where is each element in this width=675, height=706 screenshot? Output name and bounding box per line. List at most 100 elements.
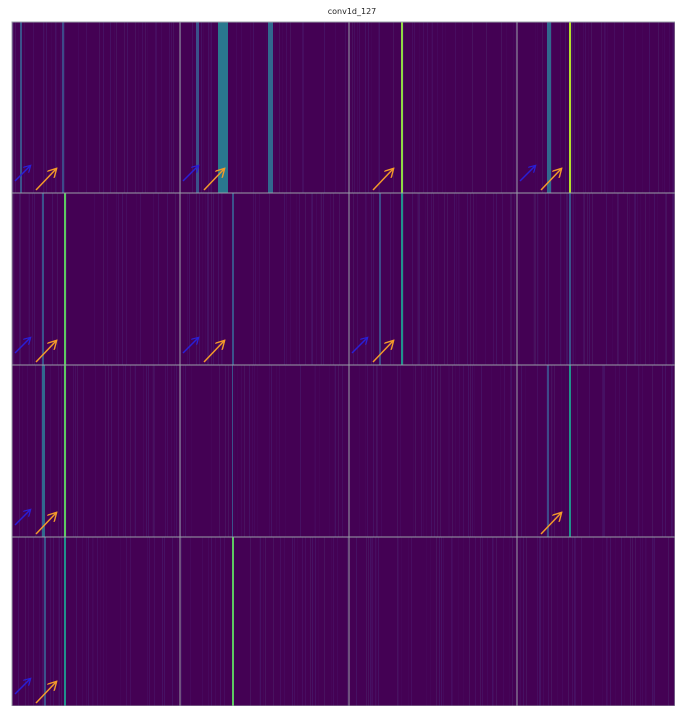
stripe — [250, 537, 251, 706]
stripe — [565, 365, 566, 537]
stripe — [365, 22, 366, 193]
stripe — [342, 365, 343, 537]
stripe — [635, 193, 636, 365]
stripe — [335, 365, 336, 537]
stripe — [275, 193, 276, 365]
stripe — [502, 365, 503, 537]
stripe — [64, 22, 65, 193]
stripe — [336, 22, 337, 193]
stripe — [248, 537, 249, 706]
stripe — [581, 537, 582, 706]
stripe — [345, 537, 346, 706]
stripe — [105, 365, 106, 537]
stripe — [127, 22, 128, 193]
stripe — [260, 537, 261, 706]
feature-map — [12, 22, 180, 193]
stripe — [447, 193, 448, 365]
stripe — [603, 22, 604, 193]
stripe — [255, 193, 256, 365]
stripe — [300, 22, 301, 193]
stripe — [244, 365, 245, 537]
stripe — [665, 365, 666, 537]
stripe — [386, 365, 387, 537]
stripe — [588, 22, 589, 193]
stripe — [173, 22, 174, 193]
stripe — [114, 365, 115, 537]
stripe — [640, 193, 641, 365]
stripe — [15, 22, 16, 193]
stripe — [368, 22, 369, 193]
stripe — [583, 193, 584, 365]
stripe — [333, 537, 334, 706]
stripe — [575, 193, 576, 365]
stripe — [646, 537, 647, 706]
stripe — [50, 365, 51, 537]
stripe — [170, 365, 171, 537]
feature-map — [517, 365, 675, 537]
stripe — [459, 365, 460, 537]
stripe — [523, 537, 524, 706]
stripe — [419, 22, 420, 193]
stripe — [566, 193, 567, 365]
stripe — [461, 537, 462, 706]
stripe — [273, 537, 274, 706]
stripe — [354, 22, 355, 193]
stripe — [330, 193, 331, 365]
stripe — [526, 193, 527, 365]
stripe — [486, 22, 487, 193]
stripe — [366, 537, 367, 706]
stripe — [222, 537, 223, 706]
stripe — [473, 193, 474, 365]
stripe — [286, 22, 287, 193]
stripe — [63, 365, 64, 537]
stripe — [423, 365, 424, 537]
stripe — [652, 537, 653, 706]
stripe — [355, 537, 356, 706]
stripe — [373, 365, 374, 537]
stripe — [607, 537, 608, 706]
panel-background — [12, 193, 180, 365]
stripe — [578, 22, 579, 193]
stripe — [161, 22, 162, 193]
stripe — [513, 193, 514, 365]
stripe — [481, 365, 482, 537]
stripe — [413, 365, 414, 537]
stripe — [654, 193, 655, 365]
stripe — [211, 22, 212, 193]
stripe — [82, 193, 83, 365]
stripe — [213, 193, 214, 365]
highlight-stripe — [218, 22, 228, 193]
stripe — [201, 22, 202, 193]
stripe — [604, 22, 605, 193]
stripe — [532, 365, 533, 537]
stripe — [521, 193, 522, 365]
stripe — [549, 365, 550, 537]
stripe — [331, 537, 332, 706]
stripe — [557, 537, 558, 706]
stripe — [120, 537, 121, 706]
stripe — [61, 365, 62, 537]
stripe — [334, 365, 335, 537]
stripe — [279, 365, 280, 537]
feature-map — [180, 193, 349, 365]
stripe — [381, 365, 382, 537]
stripe — [58, 365, 59, 537]
stripe — [403, 22, 404, 193]
stripe — [250, 22, 251, 193]
stripe — [13, 22, 14, 193]
stripe — [202, 537, 203, 706]
stripe — [673, 22, 674, 193]
stripe — [362, 365, 363, 537]
stripe — [458, 193, 459, 365]
stripe — [637, 193, 638, 365]
stripe — [51, 22, 52, 193]
stripe — [496, 193, 497, 365]
stripe — [603, 365, 604, 537]
stripe — [638, 365, 639, 537]
stripe — [623, 22, 624, 193]
stripe — [535, 193, 536, 365]
stripe — [433, 193, 434, 365]
stripe — [225, 193, 226, 365]
feature-map — [517, 193, 675, 365]
stripe — [199, 193, 200, 365]
